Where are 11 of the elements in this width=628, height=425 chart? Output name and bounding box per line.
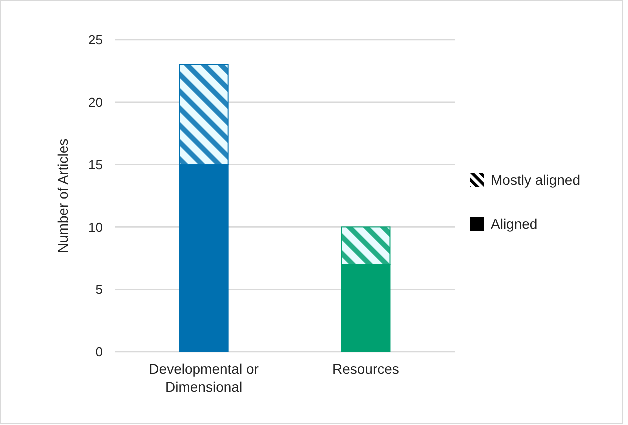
y-tick-label: 5: [96, 282, 103, 298]
y-tick-label: 20: [88, 94, 103, 110]
y-axis-title: Number of Articles: [55, 138, 71, 254]
text: Aligned: [491, 216, 538, 232]
y-tick-label: 15: [88, 157, 103, 172]
x-tick-label: Developmental or Dimensional: [149, 361, 260, 395]
y-tick-label: 10: [88, 220, 103, 235]
y-tick-label: 25: [88, 32, 103, 48]
y-tick-label: 0: [96, 344, 103, 360]
x-tick-label: Resources: [332, 361, 400, 377]
text: Mostly aligned: [491, 172, 580, 188]
